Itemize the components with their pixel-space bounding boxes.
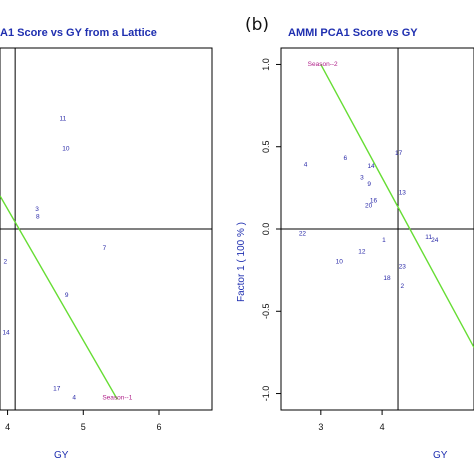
panel-b-title: AMMI PCA1 Score vs GY bbox=[288, 27, 418, 39]
panel-b-point-label: 20 bbox=[365, 203, 373, 210]
panel-a-point-label: 10 bbox=[62, 146, 70, 153]
panel-b-point-label: 1 bbox=[382, 237, 386, 244]
panel-a-point-label: 17 bbox=[53, 385, 61, 392]
panel-b-point-label: 11 bbox=[425, 234, 432, 241]
panel-a-x-tick-label: 5 bbox=[81, 422, 86, 432]
panel-a-point-label: 4 bbox=[72, 394, 76, 401]
panel-a-biplot-line bbox=[0, 195, 118, 400]
panel-b-point-label: 4 bbox=[304, 161, 308, 168]
panel-a: A1 Score vs GY from a Lattice 4 5 6 11 10 38… bbox=[0, 27, 213, 461]
panel-a-point-label: 2 bbox=[3, 259, 7, 266]
panel-b-y-tick-label: -0.5 bbox=[261, 304, 271, 320]
panel-b-point-label: 10 bbox=[336, 259, 344, 266]
panel-a-environment-label: Season--1 bbox=[102, 394, 132, 401]
panel-b-point-label: 3 bbox=[360, 175, 364, 182]
panel-b-point-label: 13 bbox=[399, 189, 407, 196]
panel-b-x-axis-label: GY bbox=[433, 450, 448, 461]
panel-b-y-tick-label: -1.0 bbox=[261, 386, 271, 402]
panel-b-environment-label: Season--2 bbox=[308, 61, 338, 68]
panel-b-point-label: 14 bbox=[367, 163, 375, 170]
panel-b-y-axis-label: Factor 1 ( 100 % ) bbox=[236, 222, 247, 302]
panel-b-biplot-line bbox=[320, 64, 474, 348]
panel-b-point-label: 16 bbox=[370, 198, 378, 205]
panel-b-point-label: 24 bbox=[431, 237, 439, 244]
panel-b-point-label: 12 bbox=[358, 249, 366, 256]
panel-b-point-label: 17 bbox=[395, 150, 403, 157]
panel-b-y-tick-label: 1.0 bbox=[261, 58, 271, 71]
panel-a-title: A1 Score vs GY from a Lattice bbox=[0, 27, 157, 39]
panel-b-point-label: 22 bbox=[299, 231, 307, 238]
panel-a-point-label: 7 bbox=[103, 245, 107, 252]
panel-b-x-tick-label: 4 bbox=[380, 422, 385, 432]
panel-b-point-label: 23 bbox=[399, 263, 407, 270]
panel-b-point-label: 18 bbox=[383, 275, 391, 282]
panel-a-point-label: 9 bbox=[65, 292, 69, 299]
panel-a-x-tick-label: 4 bbox=[5, 422, 10, 432]
panel-a-point-label: 3 bbox=[35, 206, 39, 213]
panel-b-x-tick-label: 3 bbox=[318, 422, 323, 432]
panel-a-x-axis-label: GY bbox=[54, 450, 69, 461]
panel-a-x-tick-label: 6 bbox=[156, 422, 161, 432]
panel-b: (b) AMMI PCA1 Score vs GY 3 4 -1.0 -0.5 0.0 0… bbox=[236, 15, 474, 461]
panel-a-point-label: 8 bbox=[36, 213, 40, 220]
panel-b-point-label: 9 bbox=[367, 181, 371, 188]
panel-b-point-label: 6 bbox=[344, 155, 348, 162]
panel-b-label: (b) bbox=[245, 15, 269, 35]
panel-b-y-tick-label: 0.0 bbox=[261, 223, 271, 236]
panel-b-point-label: 2 bbox=[401, 283, 405, 290]
panel-b-y-tick-label: 0.5 bbox=[261, 140, 271, 153]
panel-a-point-label: 14 bbox=[2, 330, 10, 337]
panel-a-point-label: 11 bbox=[59, 115, 66, 122]
